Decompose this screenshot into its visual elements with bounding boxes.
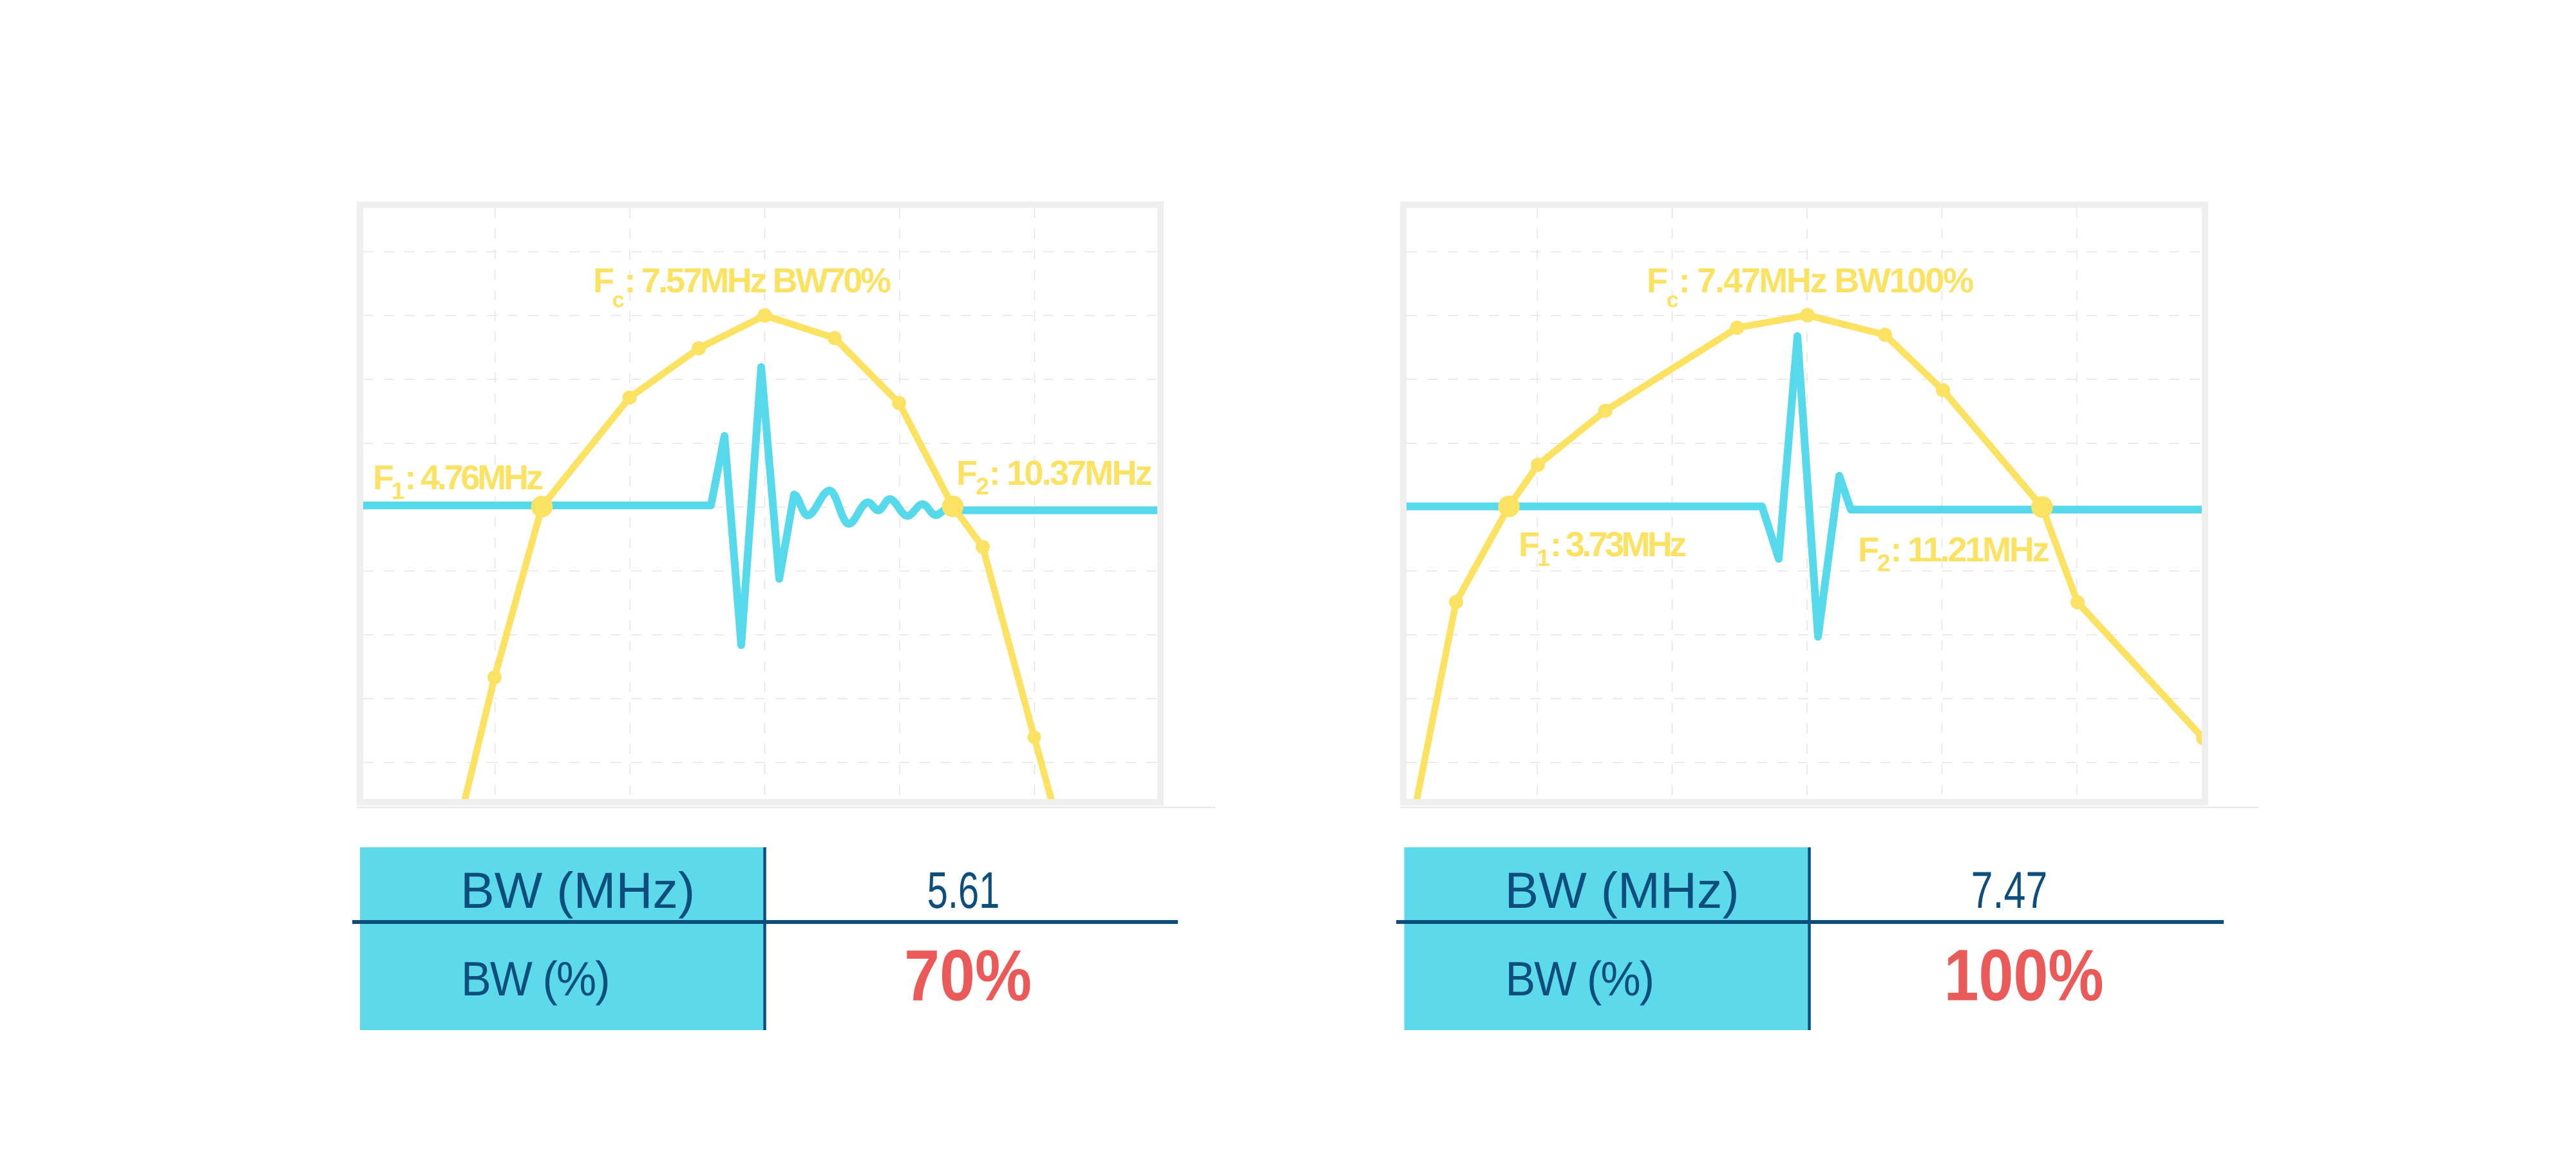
svg-text:100%: 100% xyxy=(1944,934,2104,1016)
svg-text:70%: 70% xyxy=(904,936,1032,1016)
svg-text:F2: 11.21MHz: F2: 11.21MHz xyxy=(1858,531,2049,576)
svg-text:BW (MHz): BW (MHz) xyxy=(1505,861,1739,919)
svg-text:5.61: 5.61 xyxy=(927,861,1000,919)
svg-text:F1: 4.76MHz: F1: 4.76MHz xyxy=(373,458,543,504)
svg-text:BW (%): BW (%) xyxy=(461,952,609,1006)
svg-text:7.47: 7.47 xyxy=(1971,861,2048,919)
svg-text:BW (MHz): BW (MHz) xyxy=(460,861,695,919)
svg-text:BW (%): BW (%) xyxy=(1506,952,1654,1006)
svg-text:F2: 10.37MHz: F2: 10.37MHz xyxy=(956,454,1152,500)
